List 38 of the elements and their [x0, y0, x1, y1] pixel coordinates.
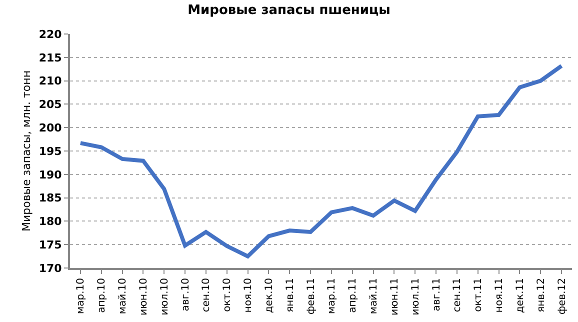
x-tick-label: окт.11: [473, 278, 484, 312]
x-tick-label: апр.11: [348, 278, 359, 313]
x-tick-label: июн.10: [138, 278, 150, 316]
x-tick-label: ноя.10: [243, 278, 254, 313]
x-tick-label: апр.10: [96, 278, 108, 313]
x-tick-label: май.11: [368, 278, 380, 314]
x-tick-label: фев.11: [306, 278, 317, 314]
x-tick-label: дек.11: [514, 278, 526, 314]
y-tick-label: 175: [38, 238, 62, 252]
x-tick-label: янв.11: [284, 278, 296, 312]
x-tick-label: мар.11: [326, 278, 338, 314]
line-series: [78, 64, 564, 258]
x-tick-label: янв.12: [536, 278, 547, 312]
x-tick-label: окт.10: [222, 278, 234, 312]
y-tick-label: 180: [38, 215, 62, 228]
y-tick-label: 190: [38, 168, 62, 182]
x-tick-label: июл.10: [159, 278, 170, 316]
chart-title: Мировые запасы пшеницы: [188, 2, 390, 18]
y-tick-label: 215: [38, 51, 62, 64]
y-tick-label: 220: [38, 28, 62, 41]
y-tick-label: 170: [38, 262, 62, 275]
x-tick-label: июн.11: [389, 278, 400, 316]
x-tick-label: мар.10: [76, 278, 87, 314]
y-axis-title: Мировые запасы, млн. тонн: [20, 70, 33, 232]
x-tick-label: дек.10: [264, 278, 275, 314]
x-tick-label: ноя.11: [494, 278, 506, 313]
x-tick-label: июл.11: [410, 278, 422, 316]
y-tick-label: 195: [38, 144, 62, 158]
y-tick-label: 200: [38, 121, 62, 134]
y-tick-label: 205: [38, 98, 62, 112]
x-tick-label: фев.12: [556, 278, 568, 314]
x-tick-label: сен.11: [452, 278, 464, 312]
y-tick-label: 185: [38, 192, 62, 205]
x-tick-label: авг.10: [180, 278, 192, 312]
x-tick-label: авг.11: [431, 278, 442, 312]
x-tick-label: сен.10: [201, 278, 212, 312]
x-tick-label: май.10: [118, 278, 129, 314]
y-tick-label: 210: [38, 74, 62, 88]
